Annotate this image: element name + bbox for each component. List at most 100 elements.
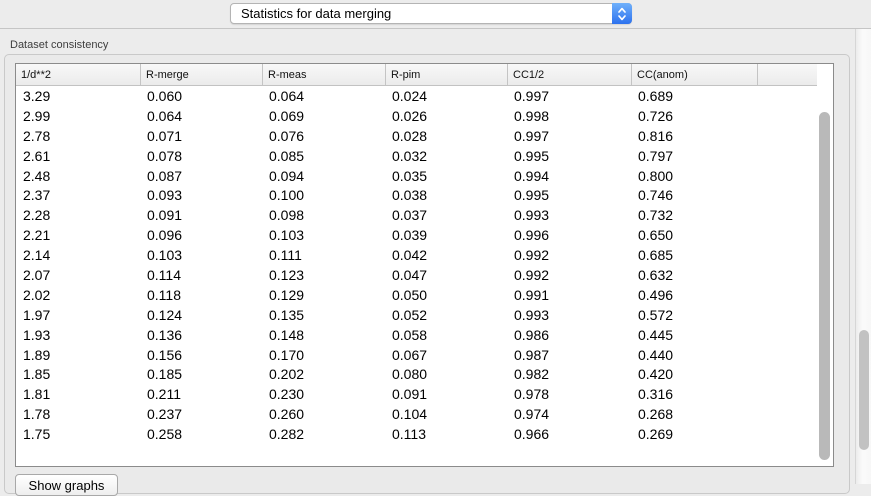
table-cell: 0.800 <box>638 167 674 184</box>
table-row[interactable]: 2.37 0.093 0.100 0.038 0.995 0.746 <box>16 185 816 205</box>
table-cell: 0.993 <box>514 207 550 224</box>
table-cell: 0.632 <box>638 266 674 283</box>
table-row[interactable]: 2.99 0.064 0.069 0.026 0.998 0.726 <box>16 106 816 126</box>
table-cell: 0.091 <box>147 207 183 224</box>
window-scrollbar-thumb[interactable] <box>859 330 869 450</box>
table-cell: 0.024 <box>392 87 428 104</box>
table-row[interactable]: 1.75 0.258 0.282 0.113 0.966 0.269 <box>16 424 816 444</box>
table-cell: 2.28 <box>23 207 51 224</box>
table-cell: 0.078 <box>147 147 183 164</box>
statistics-view-dropdown[interactable]: Statistics for data merging <box>230 3 632 24</box>
table-row[interactable]: 1.85 0.185 0.202 0.080 0.982 0.420 <box>16 364 816 384</box>
table-body: 3.29 0.060 0.064 0.024 0.997 0.689 2.99 0.064 0.… <box>16 86 816 444</box>
table-cell: 1.78 <box>23 406 51 423</box>
table-cell: 0.689 <box>638 87 674 104</box>
table-cell: 0.269 <box>638 426 674 443</box>
table-cell: 1.93 <box>23 326 51 343</box>
table-scrollbar[interactable] <box>817 64 833 466</box>
table-row[interactable]: 1.81 0.211 0.230 0.091 0.978 0.316 <box>16 384 816 404</box>
table-cell: 0.258 <box>147 426 183 443</box>
table-cell: 0.974 <box>514 406 550 423</box>
table-cell: 1.75 <box>23 426 51 443</box>
table-cell: 0.135 <box>269 306 305 323</box>
table-row[interactable]: 1.89 0.156 0.170 0.067 0.987 0.440 <box>16 345 816 365</box>
table-row[interactable]: 2.07 0.114 0.123 0.047 0.992 0.632 <box>16 265 816 285</box>
table-row[interactable]: 2.48 0.087 0.094 0.035 0.994 0.800 <box>16 166 816 186</box>
table-cell: 1.81 <box>23 386 51 403</box>
table-cell: 0.080 <box>392 366 428 383</box>
statistics-table: 1/d**2 R-merge R-meas R-pim CC1/2 CC(anom) 3.… <box>15 63 834 467</box>
table-cell: 0.797 <box>638 147 674 164</box>
table-row[interactable]: 2.14 0.103 0.111 0.042 0.992 0.685 <box>16 245 816 265</box>
table-cell: 0.058 <box>392 326 428 343</box>
section-title: Dataset consistency <box>10 39 109 51</box>
column-header-2[interactable]: R-meas <box>262 64 385 85</box>
column-header-6[interactable] <box>757 64 817 85</box>
table-row[interactable]: 1.93 0.136 0.148 0.058 0.986 0.445 <box>16 325 816 345</box>
table-cell: 0.028 <box>392 127 428 144</box>
table-header: 1/d**2 R-merge R-meas R-pim CC1/2 CC(anom) <box>16 64 818 86</box>
table-cell: 0.047 <box>392 266 428 283</box>
table-cell: 0.268 <box>638 406 674 423</box>
table-cell: 0.037 <box>392 207 428 224</box>
column-header-5[interactable]: CC(anom) <box>631 64 757 85</box>
table-cell: 3.29 <box>23 87 51 104</box>
table-cell: 2.02 <box>23 286 51 303</box>
table-row[interactable]: 2.21 0.096 0.103 0.039 0.996 0.650 <box>16 225 816 245</box>
table-cell: 1.97 <box>23 306 51 323</box>
table-cell: 0.124 <box>147 306 183 323</box>
column-header-4[interactable]: CC1/2 <box>507 64 631 85</box>
table-cell: 0.211 <box>147 386 181 403</box>
table-cell: 0.032 <box>392 147 428 164</box>
table-cell: 2.99 <box>23 107 51 124</box>
table-cell: 0.993 <box>514 306 550 323</box>
column-header-3[interactable]: R-pim <box>385 64 507 85</box>
table-cell: 0.039 <box>392 227 428 244</box>
table-cell: 0.100 <box>269 187 305 204</box>
table-row[interactable]: 1.97 0.124 0.135 0.052 0.993 0.572 <box>16 305 816 325</box>
table-row[interactable]: 2.78 0.071 0.076 0.028 0.997 0.816 <box>16 126 816 146</box>
table-cell: 0.572 <box>638 306 674 323</box>
table-cell: 0.035 <box>392 167 428 184</box>
table-cell: 0.104 <box>392 406 428 423</box>
table-row[interactable]: 3.29 0.060 0.064 0.024 0.997 0.689 <box>16 86 816 106</box>
table-cell: 0.496 <box>638 286 674 303</box>
table-cell: 0.148 <box>269 326 305 343</box>
table-cell: 0.118 <box>147 286 181 303</box>
table-cell: 0.650 <box>638 227 674 244</box>
show-graphs-button[interactable]: Show graphs <box>15 474 118 496</box>
table-cell: 2.21 <box>23 227 51 244</box>
table-cell: 0.103 <box>269 227 305 244</box>
dropdown-selected-value: Statistics for data merging <box>241 6 392 21</box>
table-cell: 0.996 <box>514 227 550 244</box>
table-row[interactable]: 2.28 0.091 0.098 0.037 0.993 0.732 <box>16 205 816 225</box>
table-cell: 0.085 <box>269 147 305 164</box>
table-cell: 0.064 <box>269 87 305 104</box>
column-header-1[interactable]: R-merge <box>140 64 262 85</box>
table-cell: 0.746 <box>638 187 674 204</box>
table-cell: 0.050 <box>392 286 428 303</box>
table-cell: 0.997 <box>514 87 550 104</box>
table-cell: 2.61 <box>23 147 51 164</box>
table-cell: 0.123 <box>269 266 305 283</box>
table-cell: 0.136 <box>147 326 183 343</box>
table-row[interactable]: 2.61 0.078 0.085 0.032 0.995 0.797 <box>16 146 816 166</box>
table-row[interactable]: 1.78 0.237 0.260 0.104 0.974 0.268 <box>16 404 816 424</box>
table-cell: 0.995 <box>514 147 550 164</box>
table-cell: 0.994 <box>514 167 550 184</box>
table-cell: 0.071 <box>147 127 183 144</box>
table-cell: 0.042 <box>392 247 428 264</box>
window-scrollbar[interactable] <box>855 29 871 484</box>
table-cell: 0.111 <box>269 247 302 264</box>
column-header-0[interactable]: 1/d**2 <box>21 68 51 81</box>
table-scrollbar-thumb[interactable] <box>819 112 830 460</box>
table-cell: 0.026 <box>392 107 428 124</box>
toolbar: Statistics for data merging <box>0 0 871 29</box>
table-cell: 0.156 <box>147 346 183 363</box>
table-cell: 0.991 <box>514 286 550 303</box>
table-cell: 0.129 <box>269 286 305 303</box>
table-cell: 0.185 <box>147 366 183 383</box>
table-cell: 0.091 <box>392 386 428 403</box>
table-cell: 0.230 <box>269 386 305 403</box>
table-row[interactable]: 2.02 0.118 0.129 0.050 0.991 0.496 <box>16 285 816 305</box>
